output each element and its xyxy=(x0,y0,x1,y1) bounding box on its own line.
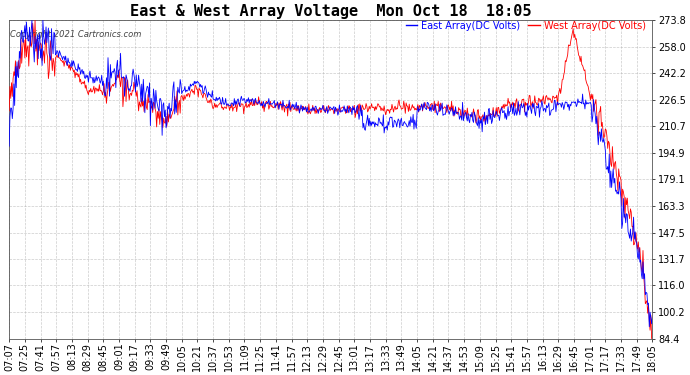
Legend: East Array(DC Volts), West Array(DC Volts): East Array(DC Volts), West Array(DC Volt… xyxy=(404,19,647,33)
Title: East & West Array Voltage  Mon Oct 18  18:05: East & West Array Voltage Mon Oct 18 18:… xyxy=(130,4,531,19)
Text: Copyright 2021 Cartronics.com: Copyright 2021 Cartronics.com xyxy=(10,30,142,39)
